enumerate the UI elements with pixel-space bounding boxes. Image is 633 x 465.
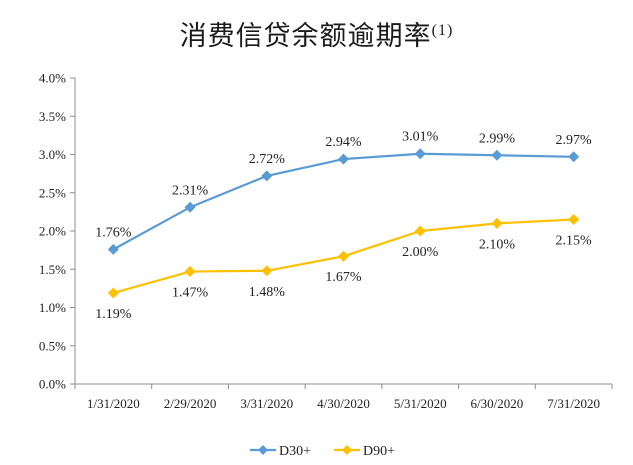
x-tick-label: 2/29/2020 bbox=[164, 396, 217, 411]
x-tick-label: 1/31/2020 bbox=[87, 396, 140, 411]
data-label: 1.67% bbox=[325, 270, 362, 285]
data-label: 2.15% bbox=[556, 234, 593, 249]
data-point-marker bbox=[414, 225, 426, 237]
data-point-marker bbox=[261, 265, 273, 277]
data-point-marker bbox=[338, 153, 349, 165]
chart-series: 1.76% 2.31% 2.72% 2.94% 3.01% 2.99% 2.97% 1.19%… bbox=[95, 130, 592, 322]
x-tick-label: 5/31/2020 bbox=[394, 396, 447, 411]
y-tick-label: 4.0% bbox=[39, 71, 66, 86]
data-label: 2.00% bbox=[402, 245, 439, 260]
data-point-marker bbox=[491, 149, 503, 161]
legend-item-d90-: D90+ bbox=[334, 444, 395, 459]
data-point-marker bbox=[261, 170, 273, 182]
data-point-marker bbox=[491, 217, 503, 229]
y-tick-label: 3.0% bbox=[39, 147, 66, 162]
chart-title-footnote: (1) bbox=[431, 22, 454, 39]
y-tick-label: 2.0% bbox=[39, 224, 66, 239]
series-d90-: 1.19% 1.47% 1.48% 1.67% 2.00% 2.10% 2.15% bbox=[95, 214, 592, 322]
data-label: 2.97% bbox=[556, 133, 593, 148]
series-d30-: 1.76% 2.31% 2.72% 2.94% 3.01% 2.99% 2.97% bbox=[95, 130, 592, 255]
legend-item-d30-: D30+ bbox=[250, 444, 311, 459]
legend-marker bbox=[342, 445, 352, 455]
y-tick-label: 1.5% bbox=[39, 262, 66, 277]
legend-marker bbox=[258, 445, 268, 455]
data-point-marker bbox=[184, 201, 196, 213]
data-point-marker bbox=[568, 151, 580, 163]
legend-label: D30+ bbox=[279, 444, 311, 459]
y-tick-label: 0.0% bbox=[39, 377, 66, 392]
chart-legend: D30+ D90+ bbox=[250, 444, 395, 459]
x-tick-label: 3/31/2020 bbox=[240, 396, 293, 411]
data-label: 3.01% bbox=[402, 130, 439, 145]
data-label: 2.10% bbox=[479, 237, 516, 252]
data-label: 2.31% bbox=[172, 183, 209, 198]
y-tick-label: 0.5% bbox=[39, 338, 66, 353]
data-label: 1.48% bbox=[249, 285, 286, 300]
data-point-marker bbox=[568, 214, 580, 226]
x-tick-label: 4/30/2020 bbox=[317, 396, 370, 411]
data-label: 2.99% bbox=[479, 131, 516, 146]
data-point-marker bbox=[107, 243, 119, 255]
chart-title: 消费信贷余额逾期率(1) bbox=[0, 14, 633, 53]
data-label: 2.72% bbox=[249, 152, 286, 167]
x-tick-label: 7/31/2020 bbox=[547, 396, 600, 411]
data-point-marker bbox=[338, 250, 349, 262]
y-tick-label: 2.5% bbox=[39, 185, 66, 200]
chart-title-text: 消费信贷余额逾期率 bbox=[179, 21, 432, 51]
data-label: 1.47% bbox=[172, 286, 209, 301]
data-point-marker bbox=[414, 148, 426, 160]
y-tick-label: 3.5% bbox=[39, 109, 66, 124]
data-label: 1.76% bbox=[95, 225, 132, 240]
chart-axes: 0.0% 0.5% 1.0% 1.5% 2.0% 2.5% 3.0% 3.5% 4.0% 1/31… bbox=[39, 71, 613, 411]
data-point-marker bbox=[184, 266, 196, 278]
x-tick-label: 6/30/2020 bbox=[471, 396, 524, 411]
legend-label: D90+ bbox=[363, 444, 395, 459]
data-label: 2.94% bbox=[325, 135, 362, 150]
series-line bbox=[112, 152, 574, 251]
y-tick-label: 1.0% bbox=[39, 300, 66, 315]
data-point-marker bbox=[107, 287, 119, 299]
data-label: 1.19% bbox=[95, 307, 132, 322]
